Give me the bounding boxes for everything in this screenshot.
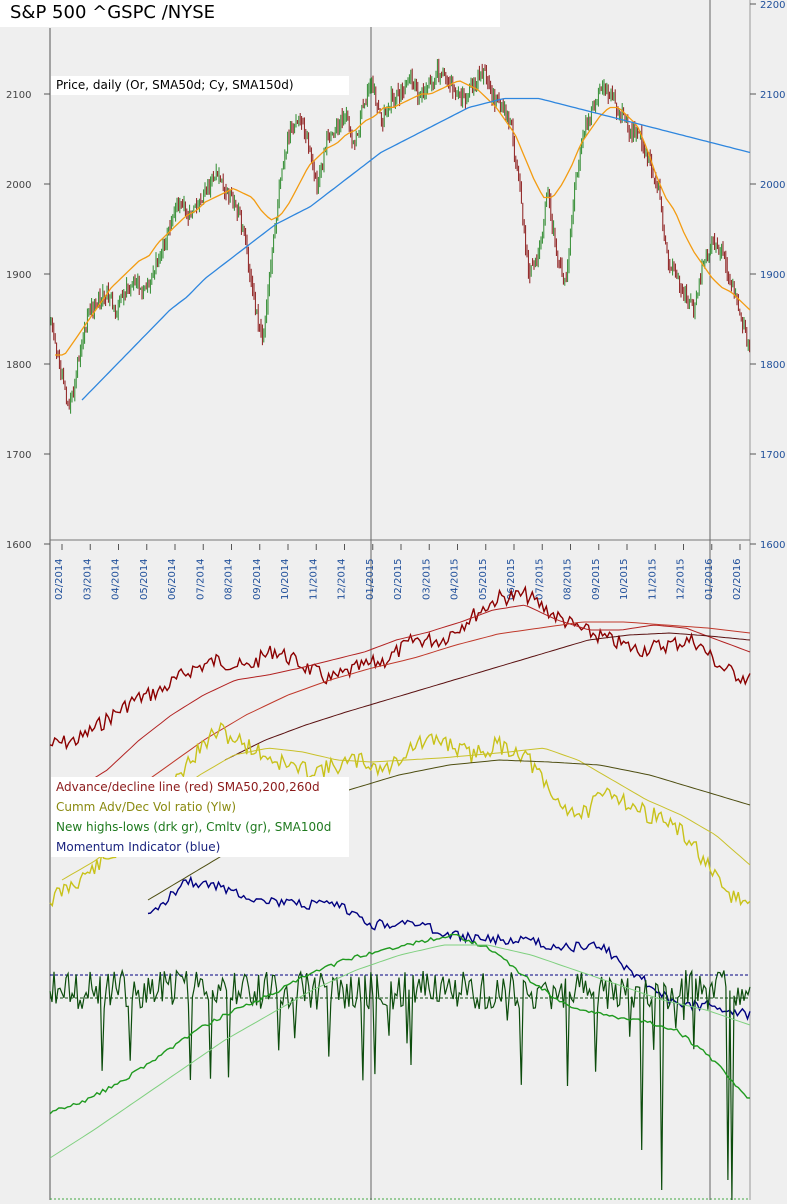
price-tick-right: 1800 — [760, 360, 785, 371]
indicator-series — [49, 585, 751, 1201]
date-tick-label: 08/2014 — [224, 558, 235, 600]
sma150-line — [81, 97, 751, 401]
price-tick-left: 1800 — [6, 360, 31, 371]
price-tick-right: 2200 — [760, 0, 785, 11]
price-tick-right: 1700 — [760, 450, 785, 461]
date-tick-label: 01/2015 — [365, 558, 376, 600]
new-hl-line — [49, 968, 751, 1201]
price-tick-left: 1600 — [6, 540, 31, 551]
price-tick-left: 1900 — [6, 270, 31, 281]
date-tick-label: 02/2016 — [732, 558, 743, 600]
date-tick-label: 05/2014 — [139, 558, 150, 600]
date-tick-label: 06/2015 — [506, 558, 517, 600]
price-tick-right: 1600 — [760, 540, 785, 551]
legend-momentum: Momentum Indicator (blue) — [56, 840, 221, 854]
price-axis: 2200 2100 2100 2000 2000 1900 1900 1800 1800 1700… — [6, 0, 785, 551]
date-tick-label: 09/2015 — [591, 558, 602, 600]
date-tick-label: 03/2015 — [421, 558, 432, 600]
price-tick-right: 1900 — [760, 270, 785, 281]
price-tick-left: 2000 — [6, 180, 31, 191]
date-tick-label: 12/2014 — [337, 558, 348, 600]
date-tick-label: 10/2014 — [280, 558, 291, 600]
date-tick-label: 04/2014 — [111, 558, 122, 600]
date-tick-label: 02/2014 — [54, 558, 65, 600]
price-tick-left: 2100 — [6, 90, 31, 101]
ad-sma200 — [119, 621, 751, 801]
date-tick-label: 08/2015 — [563, 558, 574, 600]
cum-hl-sma100 — [49, 944, 751, 1159]
date-tick-label: 12/2015 — [676, 558, 687, 600]
date-tick-label: 06/2014 — [167, 558, 178, 600]
sma50-line — [55, 80, 751, 356]
grid-lines — [49, 0, 751, 1200]
date-tick-label: 01/2016 — [704, 558, 715, 600]
cum-hl-line — [49, 933, 751, 1115]
legend-vol-ratio: Cumm Adv/Dec Vol ratio (Ylw) — [56, 800, 237, 814]
date-tick-label: 02/2015 — [393, 558, 404, 600]
indicator-legend: Advance/decline line (red) SMA50,200,260… — [51, 777, 349, 857]
title-bar: S&P 500 ^GSPC /NYSE — [0, 0, 500, 27]
date-tick-label: 10/2015 — [619, 558, 630, 600]
date-tick-label: 05/2015 — [478, 558, 489, 600]
date-tick-label: 11/2014 — [308, 558, 319, 600]
price-legend: Price, daily (Or, SMA50d; Cy, SMA150d) — [51, 76, 349, 95]
date-tick-label: 11/2015 — [647, 558, 658, 600]
date-tick-label: 07/2014 — [195, 558, 206, 600]
date-tick-label: 04/2015 — [450, 558, 461, 600]
price-tick-right: 2000 — [760, 180, 785, 191]
price-tick-right: 2100 — [760, 90, 785, 101]
ad-line — [49, 585, 751, 751]
ad-sma260 — [224, 632, 751, 761]
date-tick-label: 03/2014 — [82, 558, 93, 600]
date-tick-label: 07/2015 — [534, 558, 545, 600]
date-axis: 02/2014 03/2014 04/2014 05/2014 06/2014 07/20… — [54, 544, 743, 600]
legend-ad-line: Advance/decline line (red) SMA50,200,260… — [56, 780, 320, 794]
ad-sma50 — [74, 604, 751, 791]
legend-new-hl: New highs-lows (drk gr), Cmltv (gr), SMA… — [56, 820, 332, 834]
price-tick-left: 1700 — [6, 450, 31, 461]
chart-title: S&P 500 ^GSPC /NYSE — [10, 2, 216, 23]
price-series — [50, 58, 751, 414]
date-tick-label: 09/2014 — [252, 558, 263, 600]
